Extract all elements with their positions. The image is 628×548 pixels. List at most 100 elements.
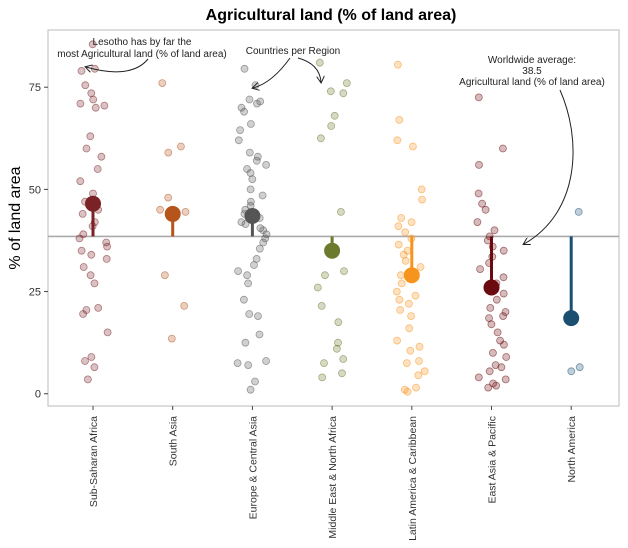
country-point (497, 363, 506, 372)
country-point (244, 361, 253, 370)
country-point (251, 377, 259, 386)
country-point (499, 289, 508, 298)
country-point (397, 214, 406, 222)
country-point (233, 359, 242, 368)
y-tick-label: 50 (29, 184, 41, 196)
country-point (397, 279, 406, 288)
country-point (75, 234, 84, 243)
country-point (492, 295, 501, 304)
country-point (481, 205, 490, 214)
country-point (240, 64, 249, 73)
country-point (330, 111, 339, 120)
country-point (485, 232, 494, 241)
country-point (486, 303, 495, 312)
country-point (88, 222, 97, 231)
country-point (326, 87, 335, 96)
country-point (77, 246, 86, 255)
country-point (411, 291, 420, 300)
country-point (339, 89, 348, 98)
country-point (407, 234, 416, 243)
region-mean-point (324, 242, 341, 259)
y-axis-label: % of land area (7, 166, 24, 269)
x-axis: Sub-Saharan Africa South Asia Europe & Cen… (88, 406, 578, 541)
country-point (87, 353, 96, 361)
country-point (234, 136, 243, 145)
country-point (239, 295, 248, 304)
country-point (237, 218, 246, 227)
country-point (160, 271, 169, 280)
annotation-world-line1: Worldwide average: (488, 55, 576, 66)
country-point (416, 263, 425, 271)
region-mean-point (483, 279, 500, 296)
annotation-lesotho-line1: Lesotho has by far the (93, 37, 192, 48)
country-point (103, 328, 112, 337)
country-point (420, 367, 429, 376)
country-point (236, 126, 245, 135)
country-point (474, 373, 483, 382)
annotation-regions-label: Countries per Region (246, 46, 341, 57)
chart-title: Agricultural land (% of land area) (206, 7, 457, 24)
country-point (499, 312, 508, 321)
country-point (474, 189, 483, 198)
annotation-regions: Countries per Region (246, 46, 341, 88)
country-point (76, 177, 85, 186)
country-point (246, 197, 255, 206)
country-point (415, 357, 423, 365)
country-point (394, 240, 403, 249)
country-point (243, 271, 252, 280)
annotation-regions-arrow-right (297, 57, 321, 82)
country-point (245, 148, 254, 157)
x-tick-label: North America (566, 416, 578, 483)
country-point (408, 142, 417, 151)
country-point (338, 369, 346, 378)
country-point (250, 261, 258, 269)
country-point (473, 218, 482, 227)
country-point (412, 383, 420, 392)
country-point (320, 359, 328, 368)
country-point (248, 175, 257, 184)
country-point (488, 348, 497, 357)
country-points (75, 40, 584, 396)
country-point (418, 195, 427, 204)
region-means (85, 195, 580, 327)
country-point (317, 301, 326, 310)
country-point (502, 353, 511, 361)
country-point (89, 95, 98, 104)
country-point (259, 238, 268, 247)
country-point (478, 199, 487, 208)
country-point (414, 371, 423, 380)
annotation-lesotho-arrow (86, 58, 149, 72)
y-tick-label: 25 (29, 287, 41, 299)
country-point (332, 344, 341, 353)
country-point (493, 328, 502, 337)
country-point (91, 103, 100, 112)
country-point (100, 101, 109, 110)
country-point (261, 234, 270, 243)
country-point (334, 338, 342, 347)
country-point (313, 283, 322, 292)
country-point (246, 185, 255, 194)
region-mean-point (563, 310, 580, 327)
y-tick-label: 75 (29, 82, 41, 94)
x-tick-label: East Asia & Pacific (487, 416, 499, 504)
country-point (180, 301, 189, 310)
annotation-lesotho-line2: most Agricultural land (% of land area) (57, 49, 227, 60)
country-point (407, 218, 416, 227)
country-point (567, 367, 576, 376)
country-point (240, 107, 249, 116)
country-point (245, 310, 254, 318)
country-point (262, 357, 271, 365)
country-point (488, 242, 497, 251)
country-point (255, 244, 264, 253)
country-point (86, 271, 95, 280)
country-point (164, 148, 173, 157)
annotation-regions-arrow-left (253, 57, 291, 88)
country-point (181, 207, 190, 216)
country-point (315, 58, 324, 67)
country-point (485, 367, 494, 376)
country-point (492, 381, 501, 390)
country-point (476, 265, 485, 274)
country-point (90, 363, 99, 372)
country-point (401, 256, 410, 265)
